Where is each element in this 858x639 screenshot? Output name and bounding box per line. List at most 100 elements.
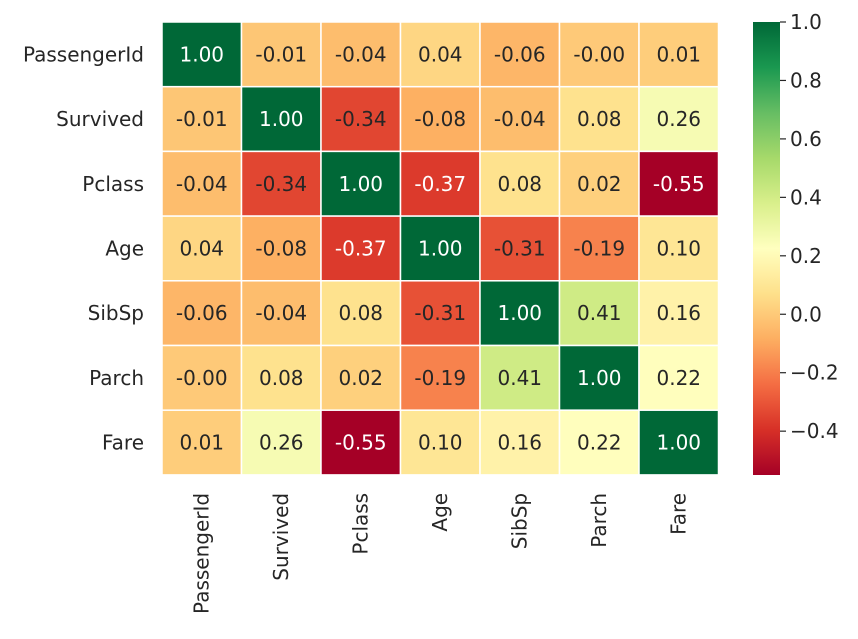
row-label-sibsp: SibSp	[88, 301, 144, 325]
heatmap-cell-survived-sibsp	[479, 85, 561, 153]
cell-value-label: -0.37	[335, 236, 387, 260]
cell-value-label: 0.16	[656, 301, 701, 325]
column-label-survived: Survived	[269, 493, 293, 581]
heatmap-cell-pclass-survived	[240, 150, 322, 217]
cell-value-label: -0.31	[494, 236, 546, 260]
cell-value-label: 0.41	[497, 366, 542, 390]
heatmap-cell-age-parch	[558, 215, 640, 282]
cell-value-label: 0.16	[497, 431, 542, 455]
heatmap-cell-passengerid-passengerid	[161, 21, 243, 88]
column-label-passengerid: PassengerId	[190, 493, 214, 614]
heatmap-cell-age-survived	[240, 215, 322, 282]
cell-value-label: -0.04	[255, 301, 307, 325]
heatmap-cell-fare-pclass	[320, 409, 402, 476]
cell-value-label: 1.00	[259, 107, 304, 131]
cell-value-label: 0.41	[577, 301, 622, 325]
colorbar: 1.0 0.8 0.6 0.4 0.2 0.0 −0.2 −0.4	[753, 10, 839, 475]
heatmap-cell-sibsp-passengerid	[161, 280, 243, 347]
cell-value-label: 0.01	[656, 42, 701, 66]
heatmap-cell-pclass-parch	[558, 150, 640, 217]
row-label-survived: Survived	[56, 107, 144, 131]
colorbar-tick-label: −0.4	[790, 419, 839, 443]
cell-value-label: 0.26	[259, 431, 304, 455]
column-labels: PassengerId Survived Pclass Age SibSp Parch Fa…	[190, 493, 691, 614]
column-label-sibsp: SibSp	[508, 493, 532, 549]
column-label-age: Age	[428, 493, 452, 532]
cell-value-label: 1.00	[577, 366, 622, 390]
cell-value-label: 0.22	[577, 431, 622, 455]
colorbar-tick-label: −0.2	[790, 361, 839, 385]
row-label-passengerid: PassengerId	[23, 42, 144, 66]
heatmap-cell-age-fare	[638, 215, 720, 282]
cell-value-label: -0.55	[653, 172, 705, 196]
cell-value-label: -0.19	[414, 366, 466, 390]
cell-value-label: -0.04	[335, 42, 387, 66]
cell-value-label: 0.26	[656, 107, 701, 131]
heatmap-cell-parch-survived	[240, 344, 322, 411]
cell-value-label: -0.34	[255, 172, 307, 196]
cell-value-label: 1.00	[338, 172, 383, 196]
cell-value-label: 0.02	[577, 172, 622, 196]
cell-value-label: 0.22	[656, 366, 701, 390]
cell-value-label: 0.04	[179, 236, 224, 260]
cell-value-label: -0.37	[414, 172, 466, 196]
cell-value-label: 0.04	[418, 42, 463, 66]
heatmap-cell-sibsp-pclass	[320, 280, 402, 347]
cell-value-label: 1.00	[179, 42, 224, 66]
heatmap-cell-survived-fare	[638, 85, 720, 153]
row-label-fare: Fare	[102, 431, 144, 455]
heatmap-cells	[161, 21, 720, 476]
cell-value-label: -0.01	[176, 107, 228, 131]
cell-value-label: 1.00	[656, 431, 701, 455]
heatmap-cell-parch-age	[399, 344, 481, 411]
heatmap-cell-parch-passengerid	[161, 344, 243, 411]
heatmap-cell-pclass-sibsp	[479, 150, 561, 217]
cell-value-label: 0.08	[259, 366, 304, 390]
cell-value-label: -0.00	[573, 42, 625, 66]
cell-value-label: -0.19	[573, 236, 625, 260]
heatmap-cell-survived-passengerid	[161, 85, 243, 153]
heatmap-cell-age-passengerid	[161, 215, 243, 282]
cell-value-label: -0.06	[176, 301, 228, 325]
cell-value-label: -0.34	[335, 107, 387, 131]
cell-value-label: -0.04	[176, 172, 228, 196]
cell-value-label: 0.01	[179, 431, 224, 455]
heatmap-cell-labels: 1.00 -0.01 -0.04 0.04 -0.06 -0.00 0.01 -0.01 1.0…	[176, 42, 705, 454]
heatmap-cell-fare-parch	[558, 409, 640, 476]
cell-value-label: 0.08	[338, 301, 383, 325]
heatmap-cell-fare-fare	[638, 409, 720, 476]
column-label-pclass: Pclass	[349, 493, 373, 555]
cell-value-label: -0.06	[494, 42, 546, 66]
heatmap-cell-passengerid-survived	[240, 21, 322, 88]
cell-value-label: -0.01	[255, 42, 307, 66]
colorbar-tick-label: 0.0	[790, 302, 822, 326]
colorbar-tick-label: 0.8	[790, 68, 822, 92]
cell-value-label: 1.00	[497, 301, 542, 325]
colorbar-tick-label: 0.4	[790, 185, 822, 209]
heatmap-cell-passengerid-parch	[558, 21, 640, 88]
heatmap-cell-passengerid-pclass	[320, 21, 402, 88]
cell-value-label: 0.08	[577, 107, 622, 131]
colorbar-gradient	[753, 22, 780, 475]
heatmap-cell-parch-sibsp	[479, 344, 561, 411]
heatmap-cell-fare-passengerid	[161, 409, 243, 476]
heatmap-cell-pclass-pclass	[320, 150, 402, 217]
colorbar-tick-label: 0.2	[790, 244, 822, 268]
row-label-age: Age	[105, 236, 144, 260]
heatmap-cell-pclass-age	[399, 150, 481, 217]
cell-value-label: -0.31	[414, 301, 466, 325]
colorbar-tick-label: 1.0	[790, 10, 822, 34]
cell-value-label: -0.08	[255, 236, 307, 260]
cell-value-label: -0.08	[414, 107, 466, 131]
cell-value-label: -0.00	[176, 366, 228, 390]
cell-value-label: -0.55	[335, 431, 387, 455]
cell-value-label: -0.04	[494, 107, 546, 131]
heatmap-cell-fare-age	[399, 409, 481, 476]
column-label-parch: Parch	[587, 493, 611, 548]
cell-value-label: 0.10	[418, 431, 463, 455]
column-label-fare: Fare	[667, 493, 691, 535]
heatmap-cell-fare-sibsp	[479, 409, 561, 476]
cell-value-label: 0.02	[338, 366, 383, 390]
heatmap-cell-parch-fare	[638, 344, 720, 411]
